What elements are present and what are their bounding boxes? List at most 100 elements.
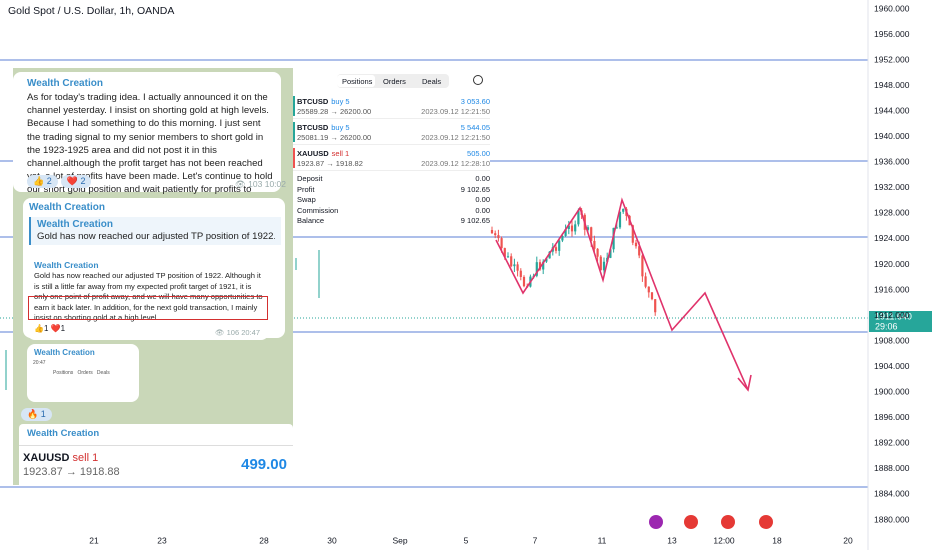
message: Wealth Creation XAUUSD sell 1 1923.87 → … bbox=[19, 424, 293, 485]
summary-label: Balance bbox=[297, 216, 325, 225]
price-label: 1916.000 bbox=[874, 284, 910, 294]
candle-body bbox=[561, 235, 564, 241]
history-icon[interactable] bbox=[473, 75, 483, 85]
candle-body bbox=[570, 225, 574, 232]
candle-body bbox=[596, 248, 599, 257]
price-label: 1928.000 bbox=[874, 208, 910, 218]
reaction-count: 2 bbox=[46, 176, 52, 186]
flag-icon bbox=[721, 515, 735, 529]
tab-active bbox=[337, 75, 375, 87]
price-label: 1892.000 bbox=[874, 438, 910, 448]
views: 👁 103 10:02 bbox=[235, 179, 286, 189]
summary-value: 0.00 bbox=[475, 195, 490, 204]
time-label: 18 bbox=[772, 535, 782, 545]
summary-value: 9 102.65 bbox=[460, 184, 490, 194]
candle-body bbox=[634, 242, 638, 247]
position-symbol[interactable]: BTCUSD buy 5 bbox=[297, 97, 350, 106]
candle-body bbox=[522, 276, 526, 287]
flag-icon bbox=[759, 515, 773, 529]
highlight-box bbox=[28, 296, 268, 320]
position-profit: 505.00 bbox=[467, 149, 490, 158]
candle-body bbox=[644, 276, 647, 287]
candle-body bbox=[558, 240, 561, 251]
tab[interactable]: Deals bbox=[422, 77, 442, 86]
reactions: 🔥 1 bbox=[21, 404, 55, 422]
candle-body bbox=[545, 258, 548, 262]
channel-name: Wealth Creation bbox=[29, 202, 105, 213]
mini-tab: Orders bbox=[77, 370, 93, 376]
time-label: 23 bbox=[157, 535, 167, 545]
position-symbol[interactable]: XAUUSD sell 1 bbox=[297, 149, 350, 158]
candle-body bbox=[538, 262, 542, 270]
time: 20:47 bbox=[241, 328, 260, 337]
divider bbox=[293, 170, 490, 171]
candle-body bbox=[567, 225, 570, 229]
divider bbox=[293, 144, 490, 145]
reaction: 👍 2 bbox=[27, 175, 58, 188]
price-tag-value: 1911.640 bbox=[875, 311, 912, 321]
candle-body bbox=[506, 256, 510, 258]
summary-label: Deposit bbox=[297, 174, 323, 183]
price-label: 1940.000 bbox=[874, 131, 910, 141]
candle-body bbox=[494, 233, 497, 236]
candle-body bbox=[513, 264, 516, 267]
position-symbol[interactable]: BTCUSD buy 5 bbox=[297, 123, 350, 132]
trade-profit: 499.00 bbox=[241, 456, 287, 473]
time-label: 21 bbox=[89, 535, 99, 545]
channel-name: Wealth Creation bbox=[34, 348, 95, 357]
price-label: 1908.000 bbox=[874, 335, 910, 345]
position-profit: 5 544.05 bbox=[460, 123, 490, 132]
chat-panel: Wealth Creation As for today's trading i… bbox=[13, 68, 293, 485]
candle-body bbox=[618, 211, 622, 228]
summary-label: Commission bbox=[297, 205, 339, 215]
position-side: buy 5 bbox=[331, 97, 350, 106]
summary-label: Swap bbox=[297, 195, 316, 204]
candle-body bbox=[615, 227, 618, 229]
candle-body bbox=[510, 256, 513, 267]
position-time: 2023.09.12 12:28:10 bbox=[421, 159, 490, 168]
mini-tabs: Positions Orders Deals bbox=[33, 370, 133, 376]
price-label: 1956.000 bbox=[874, 29, 910, 39]
positions-panel: Positions Orders Deals BTCUSD buy 5 25589.… bbox=[293, 70, 490, 230]
candle-body bbox=[554, 247, 558, 251]
quote-text: Gold has now reached our adjusted TP pos… bbox=[37, 231, 275, 242]
summary-value: 0.00 bbox=[475, 205, 490, 215]
position-marker bbox=[293, 96, 295, 116]
view-count: 103 bbox=[248, 179, 263, 189]
quote: Wealth Creation Gold has now reached our… bbox=[29, 217, 281, 246]
price-tag-countdown: 29:06 bbox=[875, 321, 898, 331]
price-label: 1948.000 bbox=[874, 80, 910, 90]
divider bbox=[293, 118, 490, 119]
message-text: As for today's trading idea. I actually … bbox=[27, 92, 273, 209]
tab[interactable]: Positions bbox=[342, 77, 373, 86]
position-marker bbox=[293, 148, 295, 168]
message: Wealth Creation 20:47 Positions Orders D… bbox=[27, 344, 139, 402]
time-label: 30 bbox=[327, 535, 337, 545]
candle-body bbox=[599, 256, 602, 271]
candle-body bbox=[602, 261, 606, 271]
chart-title: Gold Spot / U.S. Dollar, 1h, OANDA bbox=[8, 5, 174, 17]
reaction-count: 1 bbox=[60, 324, 66, 333]
candle-body bbox=[490, 230, 494, 234]
price-label: 1880.000 bbox=[874, 514, 910, 524]
position-profit: 3 053.60 bbox=[460, 97, 490, 106]
time-label: 13 bbox=[667, 535, 677, 545]
summary-value: 0.00 bbox=[475, 174, 490, 183]
reaction-count: 1 bbox=[40, 409, 46, 419]
price-tag bbox=[869, 311, 932, 332]
position-time: 2023.09.12 12:21:50 bbox=[421, 107, 490, 116]
tab[interactable]: Orders bbox=[383, 77, 406, 86]
trade-symbol: XAUUSD sell 1 bbox=[23, 452, 289, 464]
side: sell 1 bbox=[72, 452, 99, 464]
position-route: 25589.28 → 26200.00 bbox=[297, 107, 372, 116]
candle-body bbox=[516, 264, 519, 271]
reactions: 👍 2 ❤️ 2 bbox=[27, 171, 94, 189]
price-label: 1912.000 bbox=[874, 310, 910, 320]
price-label: 1952.000 bbox=[874, 54, 910, 64]
mini-screenshot: 20:47 Positions Orders Deals bbox=[33, 360, 133, 376]
candle-body bbox=[503, 248, 506, 257]
price-label: 1920.000 bbox=[874, 259, 910, 269]
time-label: 12:00 bbox=[713, 535, 735, 545]
candle-body bbox=[590, 227, 593, 241]
